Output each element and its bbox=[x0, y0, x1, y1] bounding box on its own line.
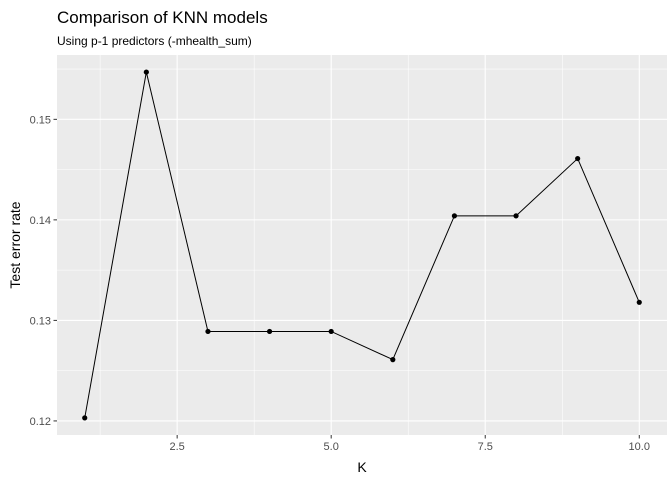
data-point bbox=[390, 357, 396, 363]
plot-panel bbox=[57, 55, 667, 435]
series-line bbox=[84, 71, 640, 418]
x-axis-ticks: 2.5 5.0 7.5 10.0 bbox=[170, 435, 650, 453]
x-tick-label: 7.5 bbox=[478, 441, 493, 453]
data-point bbox=[575, 155, 581, 162]
y-tick-label: 0.14 bbox=[30, 215, 51, 227]
data-point bbox=[266, 328, 273, 335]
x-axis-title: K bbox=[357, 459, 367, 475]
y-axis-title: Test error rate bbox=[7, 201, 23, 288]
data-point bbox=[451, 213, 458, 219]
y-tick-label: 0.12 bbox=[30, 416, 51, 428]
data-point bbox=[636, 299, 642, 305]
y-tick-label: 0.15 bbox=[30, 114, 51, 126]
major-gridlines bbox=[57, 55, 667, 435]
series-knn bbox=[82, 69, 642, 421]
x-tick-label: 5.0 bbox=[324, 441, 339, 453]
data-point bbox=[82, 415, 88, 421]
y-tick-label: 0.13 bbox=[30, 315, 51, 327]
chart-title: Comparison of KNN models bbox=[57, 8, 268, 27]
data-point bbox=[513, 213, 519, 219]
minor-gridlines bbox=[57, 55, 667, 435]
chart-subtitle: Using p-1 predictors (-mhealth_sum) bbox=[57, 34, 252, 48]
x-tick-label: 2.5 bbox=[170, 441, 185, 453]
data-point bbox=[205, 328, 211, 335]
x-tick-label: 10.0 bbox=[629, 441, 650, 453]
data-point bbox=[143, 69, 149, 75]
data-point bbox=[328, 328, 334, 335]
y-axis-ticks: 0.12 0.13 0.14 0.15 bbox=[30, 114, 57, 428]
